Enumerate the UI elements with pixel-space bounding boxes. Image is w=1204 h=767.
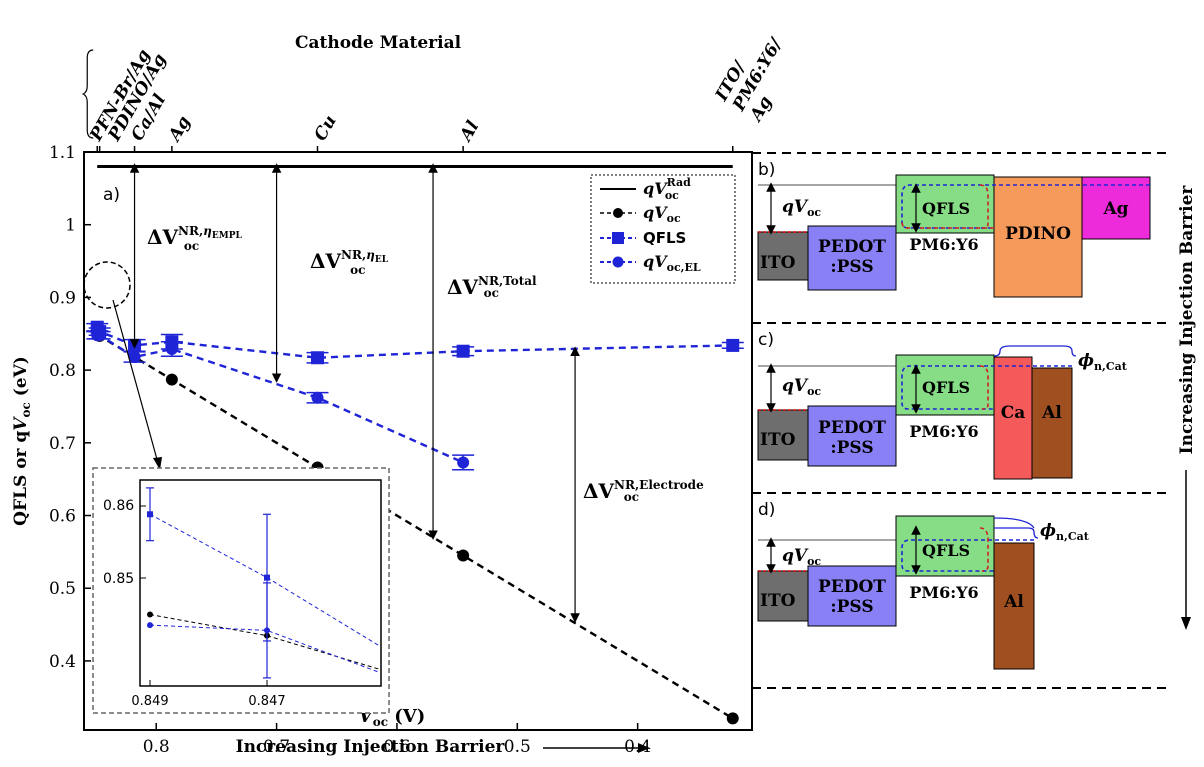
inset-chart: 0.86 0.85 0.849 0.847 — [92, 467, 390, 714]
c-pedot: PEDOT — [818, 418, 886, 438]
d-ito: ITO — [760, 591, 796, 611]
d-qfls: QFLS — [922, 541, 970, 560]
legend-el: qVoc,EL — [643, 252, 701, 274]
series-line-2 — [96, 326, 733, 359]
inset-xtick-1: 0.849 — [131, 694, 168, 709]
inset-point — [147, 611, 153, 618]
right-caption: Increasing Injection Barrier — [1177, 185, 1197, 455]
diagram-b: b) qVoc QFLS ITO PEDOT :PSS PM6:Y6 PDINO… — [757, 160, 1151, 298]
annotation-arrows — [129, 163, 580, 623]
top-brace — [81, 49, 94, 139]
top-label-cu: Cu — [311, 112, 341, 144]
c-ca: Ca — [1001, 403, 1026, 423]
diagram-c: c) ϕn,Cat qVoc QFLS ITO PEDOT :PSS PM6:Y… — [757, 330, 1128, 480]
x-tick-label-4: 0.4 — [624, 737, 651, 757]
d-al: Al — [1003, 592, 1024, 612]
b-qfls: QFLS — [922, 199, 970, 218]
x-tick-label-0: 0.8 — [143, 737, 170, 757]
c-ito: ITO — [760, 430, 796, 450]
top-label-ito: ITO/PM6:Y6/Ag — [711, 24, 805, 126]
d-pedot: PEDOT — [818, 577, 886, 597]
x-tick-label-3: 0.5 — [504, 737, 531, 757]
c-phi: ϕn,Cat — [1078, 351, 1128, 373]
y-tick-label-7: 1.1 — [49, 143, 76, 163]
bottom-caption: Increasing Injection Barrier — [236, 737, 506, 757]
inset-xtick-2: 0.847 — [248, 694, 285, 709]
point-3-3 — [165, 343, 178, 356]
inset-ytick-2: 0.85 — [103, 571, 134, 587]
legend-rad: qVRad oc — [643, 176, 691, 202]
point-qfls-5 — [456, 344, 470, 358]
inset-line-2 — [149, 624, 381, 674]
c-al: Al — [1041, 403, 1062, 423]
diagram-d: d) ϕn,Cat qVoc QFLS ITO PEDOT :PSS PM6:Y… — [757, 500, 1090, 670]
annotation-total: ΔVNR,Total oc — [447, 274, 537, 300]
y-axis: 0.4 0.5 0.6 0.7 0.8 0.9 1 1.1 — [49, 143, 91, 672]
panel-label-b: b) — [758, 160, 775, 180]
plot-frame — [83, 151, 753, 731]
highlight-circle — [83, 261, 131, 309]
panel-label-a: a) — [103, 185, 120, 205]
point-3-4 — [311, 391, 324, 404]
d-pss: :PSS — [830, 597, 873, 617]
annotation-empl: ΔVNR,ηEMPL oc — [147, 224, 242, 253]
d-pm6: PM6:Y6 — [909, 583, 978, 602]
inset-point — [147, 511, 153, 518]
point-1-5 — [457, 549, 470, 562]
b-voc: qVoc — [782, 197, 821, 219]
x-tick-label-2: 0.6 — [383, 737, 410, 757]
x-axis: 0.8 0.7 0.6 0.5 0.4 — [143, 723, 651, 757]
b-pedot: PEDOT — [818, 237, 886, 257]
top-label-ag: Ag — [164, 113, 195, 147]
chart-marks — [86, 165, 744, 725]
y-tick-label-0: 0.4 — [49, 652, 76, 672]
y-tick-label-3: 0.7 — [49, 434, 76, 454]
c-pss: :PSS — [830, 438, 873, 458]
annotation-el: ΔVNR,ηEL oc — [310, 248, 389, 277]
chart-title: Cathode Material — [295, 33, 462, 53]
panel-label-c: c) — [758, 330, 774, 350]
d-voc: qVoc — [782, 546, 821, 568]
b-ag: Ag — [1102, 199, 1128, 219]
b-pm6: PM6:Y6 — [909, 235, 978, 254]
b-ito: ITO — [760, 253, 796, 273]
c-voc: qVoc — [782, 376, 821, 398]
point-1-6 — [726, 712, 739, 725]
y-axis-label: QFLS or qVoc (eV) — [11, 356, 33, 526]
y-tick-label-1: 0.5 — [49, 579, 76, 599]
c-qfls: QFLS — [922, 378, 970, 397]
inset-pointer — [112, 299, 159, 464]
point-qfls-4 — [310, 351, 324, 365]
legend-qfls: QFLS — [643, 229, 686, 247]
inset-point — [264, 574, 270, 581]
y-tick-label-4: 0.8 — [49, 361, 76, 381]
b-pss: :PSS — [830, 257, 873, 277]
y-tick-label-2: 0.6 — [49, 507, 76, 527]
d-phi: ϕn,Cat — [1040, 521, 1090, 543]
inset-ytick-1: 0.86 — [103, 498, 134, 514]
b-pdino: PDINO — [1005, 224, 1071, 244]
point-qfls-6 — [726, 338, 740, 352]
y-tick-label-5: 0.9 — [49, 288, 76, 308]
legend: qVRad oc qVoc QFLS qVoc,EL — [590, 174, 736, 284]
point-1-3 — [165, 373, 178, 386]
inset-point — [147, 622, 153, 629]
point-3-5 — [457, 456, 470, 469]
y-tick-label-6: 1 — [65, 216, 76, 236]
x-tick-label-1: 0.7 — [263, 737, 290, 757]
legend-voc: qVoc — [643, 203, 681, 225]
point-3-2 — [128, 351, 141, 364]
panel-label-d: d) — [758, 500, 775, 520]
inset-point — [264, 627, 270, 634]
c-pm6: PM6:Y6 — [909, 422, 978, 441]
band-diagrams: b) qVoc QFLS ITO PEDOT :PSS PM6:Y6 PDINO… — [752, 152, 1197, 689]
annotation-electrode: ΔVNR,Electrode oc — [583, 478, 704, 504]
bottom-caption-arrow — [543, 743, 650, 753]
top-label-al: Al — [455, 117, 483, 146]
point-3-1 — [93, 329, 106, 342]
chart-area: 0.40.50.60.70.80.911.1 0.8 0.7 0.6 0.5 0.4 P… — [11, 24, 805, 757]
